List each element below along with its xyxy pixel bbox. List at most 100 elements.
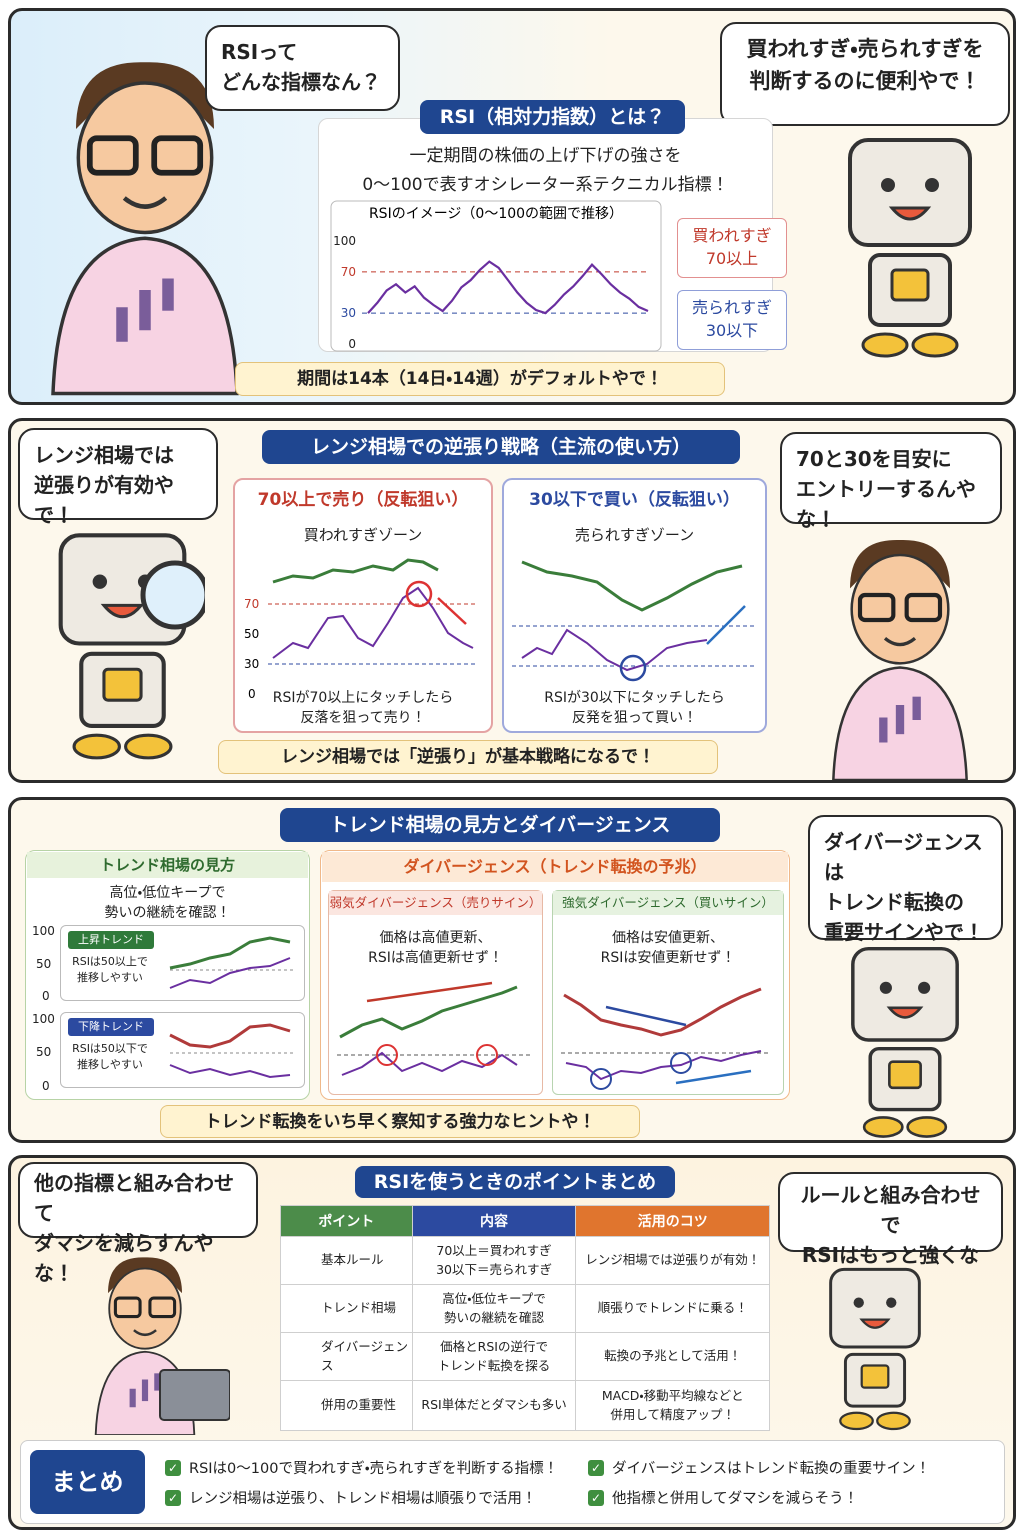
- table-row: ダイバージェンス 価格とRSIの逆行で トレンド転換を探る 転換の予兆として活用！: [280, 1332, 770, 1381]
- caption-line: RSIが30以下にタッチしたら: [544, 690, 725, 706]
- summary-text: RSIは0〜100で買われすぎ・売られすぎを判断する指標！: [189, 1461, 559, 1477]
- y-tick-label: 30: [341, 306, 356, 320]
- bullish-illustration: [561, 987, 771, 1090]
- box-line: 推移しやすい: [77, 970, 143, 984]
- person-illustration: [60, 1250, 230, 1435]
- cell-line: レンジ相場では逆張りが有効！: [585, 1252, 761, 1268]
- bearish-box: [328, 890, 543, 1095]
- cell-line: 価格とRSIの逆行で: [440, 1339, 548, 1355]
- highlight: [476, 1044, 498, 1066]
- zone-label: 買われすぎゾーン: [303, 526, 423, 544]
- tip: 期間は14本（14日・14週）がデフォルトやで！: [235, 362, 725, 396]
- price-line: [169, 936, 291, 970]
- bubble-line: ダマシを減らすんやな！: [34, 1231, 214, 1285]
- rsi-line: [341, 1051, 518, 1076]
- section-title: RSIを使うときのポイントまとめ: [355, 1166, 675, 1198]
- cell-line: MACD・移動平均線などと: [601, 1388, 744, 1404]
- rsi-line: [169, 957, 291, 989]
- summary-text: ダイバージェンスはトレンド転換の重要サイン！: [612, 1461, 931, 1477]
- axis-label: 50: [244, 627, 259, 641]
- check-icon: ✓: [588, 1489, 604, 1506]
- sell-card: [233, 478, 493, 733]
- cell-line: トレンド相場: [321, 1300, 397, 1316]
- box-line: 価格は高値更新、: [379, 930, 492, 946]
- bubble-line: 買われすぎ・売られすぎを: [746, 37, 984, 61]
- summary-text: 他指標と併用してダマシを減らそう！: [612, 1491, 859, 1507]
- rsi-line: [272, 586, 474, 659]
- card-caption: RSIが30以下にタッチしたら 反発を狙って買い！: [502, 688, 767, 729]
- badge: 上昇トレンド: [68, 931, 154, 949]
- summary-label: まとめ: [30, 1450, 145, 1514]
- section-title: トレンド相場の見方とダイバージェンス: [280, 808, 720, 842]
- card-heading: 70以上で売り（反転狙い）: [257, 490, 469, 510]
- cell-line: RSI単体だとダマシも多い: [421, 1397, 567, 1413]
- highlight: [670, 1052, 692, 1074]
- table-header: 活用のコツ: [575, 1205, 770, 1237]
- downtrend-box: [60, 1012, 305, 1088]
- badge: 下降トレンド: [68, 1018, 154, 1036]
- box-line: 価格は安値更新、: [612, 930, 724, 946]
- card-caption: RSIが70以上にタッチしたら 反落を狙って売り！: [233, 688, 493, 729]
- y-tick-label: 0: [348, 337, 356, 351]
- speech-bubble: ルールと組み合わせでRSIはもっと強くなるで！: [778, 1172, 1003, 1297]
- robot-illustration: [848, 138, 972, 358]
- summary-box: [20, 1440, 1005, 1524]
- description-line: 勢いの継続を確認！: [104, 905, 231, 922]
- check-icon: ✓: [165, 1459, 181, 1476]
- axis-label: 50: [36, 957, 52, 971]
- price-line: [521, 560, 743, 612]
- cell-line: トレンド転換を探る: [437, 1357, 551, 1373]
- bubble-line: ルールと組み合わせで: [800, 1183, 981, 1237]
- price-line: [563, 987, 762, 1037]
- check-icon: ✓: [588, 1459, 604, 1476]
- summary-item: ✓ RSIは0〜100で買われすぎ・売られすぎを判断する指標！: [165, 1457, 558, 1478]
- axis-label: 50: [36, 1045, 52, 1059]
- y-tick-label: 70: [341, 265, 356, 279]
- box-line: RSIは安値更新せず！: [600, 950, 736, 967]
- oversold-box: 売られすぎ 30以下: [677, 290, 787, 350]
- table-cell: 転換の予兆として活用！: [575, 1332, 770, 1381]
- box-text: RSIは50以上で 推移しやすい: [60, 954, 160, 986]
- highlight: [619, 654, 647, 682]
- table-cell: レンジ相場では逆張りが有効！: [575, 1236, 770, 1285]
- rsi-line: [367, 260, 649, 315]
- speech-bubble: 買われすぎ・売られすぎを 判断するのに便利やで！: [720, 22, 1010, 126]
- highlight: [376, 1044, 398, 1066]
- axis-label: 30: [244, 657, 259, 671]
- bullish-box: [552, 890, 784, 1095]
- table-cell: 順張りでトレンドに乗る！: [575, 1284, 770, 1333]
- sell-illustration: 70 50 30 0: [244, 558, 478, 698]
- bubble-line: トレンド転換の: [824, 890, 964, 914]
- box-text: 価格は高値更新、 RSIは高値更新せず！: [328, 928, 543, 969]
- section-title: レンジ相場での逆張り戦略（主流の使い方）: [262, 430, 740, 464]
- bubble-line: 重要サインやで！: [824, 920, 984, 944]
- speech-bubble: 70と30を目安に エントリーするんやな！: [780, 432, 1002, 531]
- chart-title: RSIのイメージ（0〜100の範囲で推移）: [369, 205, 623, 222]
- rsi-line: [169, 1064, 291, 1079]
- axis-label: 100: [32, 924, 55, 938]
- box-line: RSIは50以下で: [72, 1042, 148, 1055]
- bubble-line: エントリーするんやな！: [796, 477, 976, 531]
- axis-label: 0: [42, 1079, 50, 1093]
- cell-line: 基本ルール: [321, 1252, 384, 1268]
- table-cell: 基本ルール: [280, 1236, 413, 1285]
- speech-bubble: ダイバージェンスは トレンド転換の 重要サインやで！: [808, 815, 1003, 944]
- highlight: [405, 580, 433, 608]
- bubble-line: 他の指標と組み合わせて: [34, 1171, 234, 1225]
- box-text: RSIは50以下で 推移しやすい: [60, 1041, 160, 1073]
- arrow: [706, 605, 746, 645]
- uptrend-illustration: [169, 936, 295, 989]
- robot-illustration: [850, 946, 960, 1139]
- table-row: 併用の重要性 RSI単体だとダマシも多い MACD・移動平均線などと 併用して精度アッ…: [280, 1380, 770, 1431]
- speech-bubble: 他の指標と組み合わせて ダマシを減らすんやな！: [18, 1162, 258, 1285]
- table-cell: ダイバージェンス: [280, 1332, 413, 1381]
- card-heading: 30以下で買い（反転狙い）: [529, 490, 740, 510]
- summary-item: ✓ 他指標と併用してダマシを減らそう！: [588, 1487, 858, 1508]
- description-line: 一定期間の株価の上げ下げの強さを: [409, 146, 682, 166]
- table-header: 内容: [411, 1205, 577, 1237]
- laptop: [159, 1369, 230, 1421]
- cell-line: 併用の重要性: [321, 1397, 397, 1413]
- table-cell: 価格とRSIの逆行で トレンド転換を探る: [411, 1332, 577, 1381]
- caption-line: 反落を狙って売り！: [300, 710, 426, 727]
